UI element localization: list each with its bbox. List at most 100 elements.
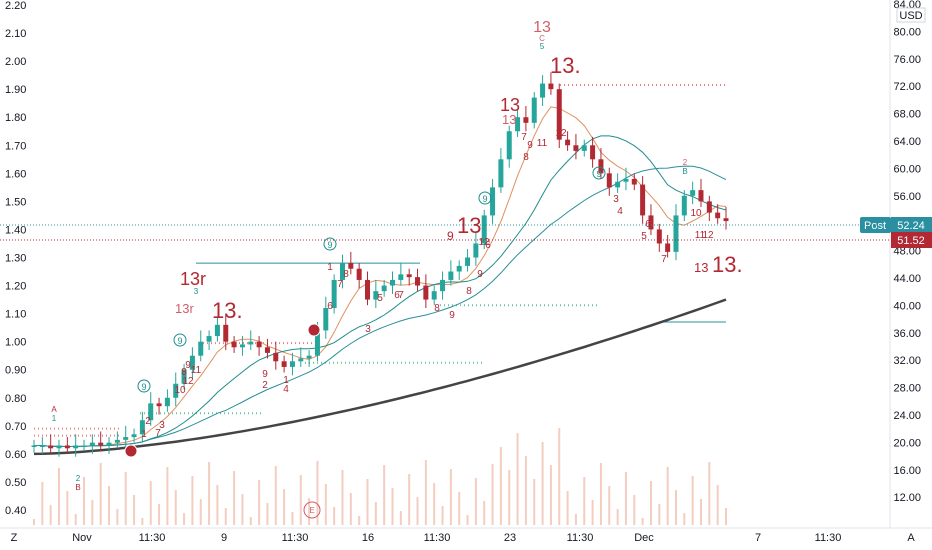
candle-body[interactable] xyxy=(98,442,104,446)
candle-body[interactable] xyxy=(239,344,245,348)
candle-body[interactable] xyxy=(623,178,629,182)
candle-body[interactable] xyxy=(473,243,479,258)
candle-body[interactable] xyxy=(114,439,120,443)
candle-body[interactable] xyxy=(198,341,204,356)
volume-bar xyxy=(558,428,561,525)
candle-body[interactable] xyxy=(648,215,654,230)
candle-body[interactable] xyxy=(548,83,554,90)
count-digit: 7 xyxy=(337,279,343,290)
candle-body[interactable] xyxy=(698,190,704,202)
circled-nine-1: 9 xyxy=(137,379,151,393)
candle-body[interactable] xyxy=(531,97,537,123)
candle-body[interactable] xyxy=(273,352,279,362)
candle-body[interactable] xyxy=(465,257,471,266)
candle-body[interactable] xyxy=(73,445,79,449)
candle-body[interactable] xyxy=(540,83,546,98)
candle-body[interactable] xyxy=(590,145,596,160)
candle-body[interactable] xyxy=(431,291,437,300)
volume-bar xyxy=(574,514,577,525)
candle-body[interactable] xyxy=(223,324,229,342)
candle-body[interactable] xyxy=(373,291,379,300)
candle-body[interactable] xyxy=(123,437,129,440)
candle-body[interactable] xyxy=(31,445,37,447)
candle-body[interactable] xyxy=(314,330,320,356)
candle-body[interactable] xyxy=(565,139,571,146)
candle-body[interactable] xyxy=(523,117,529,123)
candle-body[interactable] xyxy=(89,442,95,446)
candle-body[interactable] xyxy=(164,397,170,407)
candle-body[interactable] xyxy=(606,173,612,188)
candle-body[interactable] xyxy=(148,403,154,421)
candle-body[interactable] xyxy=(640,184,646,216)
volume-bar xyxy=(641,518,644,525)
candles-layer[interactable] xyxy=(31,72,729,457)
left-axis-tick: 1.10 xyxy=(5,309,26,321)
volume-bar xyxy=(716,485,719,525)
candle-body[interactable] xyxy=(615,181,621,188)
candle-body[interactable] xyxy=(356,268,362,280)
candle-body[interactable] xyxy=(298,358,304,362)
left-price-axis[interactable]: 2.20 2.10 2.00 1.90 1.80 1.70 1.60 1.50 1.40 1.30… xyxy=(5,0,26,517)
candle-body[interactable] xyxy=(139,420,145,435)
candle-body[interactable] xyxy=(490,187,496,216)
time-axis-right-corner[interactable]: A xyxy=(907,532,915,544)
candle-body[interactable] xyxy=(231,341,237,348)
candle-body[interactable] xyxy=(456,265,462,272)
candle-body[interactable] xyxy=(131,434,137,438)
candle-body[interactable] xyxy=(306,355,312,359)
candle-body[interactable] xyxy=(264,347,270,353)
candle-body[interactable] xyxy=(289,361,295,367)
candle-body[interactable] xyxy=(331,279,337,308)
currency-box[interactable] xyxy=(896,7,926,23)
candle-body[interactable] xyxy=(156,403,162,407)
candle-body[interactable] xyxy=(206,336,212,342)
candle-body[interactable] xyxy=(281,361,287,367)
candle-body[interactable] xyxy=(656,229,662,244)
candle-body[interactable] xyxy=(581,145,587,151)
time-axis-left-corner[interactable]: Z xyxy=(11,532,18,544)
candle-body[interactable] xyxy=(415,277,421,286)
candle-body[interactable] xyxy=(323,308,329,331)
candle-body[interactable] xyxy=(173,383,179,398)
candle-body[interactable] xyxy=(690,190,696,196)
candle-body[interactable] xyxy=(673,215,679,252)
label-E-circle xyxy=(303,501,321,519)
candle-body[interactable] xyxy=(381,285,387,292)
candle-body[interactable] xyxy=(706,201,712,213)
candle-body[interactable] xyxy=(448,271,454,280)
candle-body[interactable] xyxy=(440,279,446,292)
candle-body[interactable] xyxy=(723,218,729,222)
candle-body[interactable] xyxy=(64,445,70,449)
candle-body[interactable] xyxy=(214,324,220,337)
candle-body[interactable] xyxy=(406,274,412,278)
candle-body[interactable] xyxy=(339,263,345,280)
candle-body[interactable] xyxy=(481,215,487,244)
candle-body[interactable] xyxy=(189,355,195,370)
candle-body[interactable] xyxy=(598,159,604,174)
candle-body[interactable] xyxy=(348,263,354,269)
time-axis[interactable]: Nov 11:30 9 11:30 16 11:30 23 11:30 Dec 7 11:30 Z A xyxy=(11,532,916,544)
candle-body[interactable] xyxy=(56,445,62,449)
candle-body[interactable] xyxy=(106,442,112,446)
candle-body[interactable] xyxy=(248,341,254,345)
candle-body[interactable] xyxy=(556,89,562,140)
candle-body[interactable] xyxy=(715,212,721,219)
candle-body[interactable] xyxy=(573,145,579,151)
candle-body[interactable] xyxy=(256,341,262,348)
candle-body[interactable] xyxy=(39,445,45,447)
candle-body[interactable] xyxy=(665,243,671,252)
candle-body[interactable] xyxy=(181,369,187,384)
candle-body[interactable] xyxy=(48,445,54,449)
candle-body[interactable] xyxy=(515,117,521,132)
candle-body[interactable] xyxy=(364,279,370,300)
candle-body[interactable] xyxy=(506,131,512,160)
candle-body[interactable] xyxy=(423,285,429,300)
candle-body[interactable] xyxy=(631,178,637,185)
candle-body[interactable] xyxy=(681,195,687,216)
candle-body[interactable] xyxy=(390,279,396,286)
candle-body[interactable] xyxy=(498,159,504,188)
candle-body[interactable] xyxy=(398,274,404,280)
candle-body[interactable] xyxy=(81,445,87,447)
right-axis-tick: 80.00 xyxy=(893,26,921,38)
